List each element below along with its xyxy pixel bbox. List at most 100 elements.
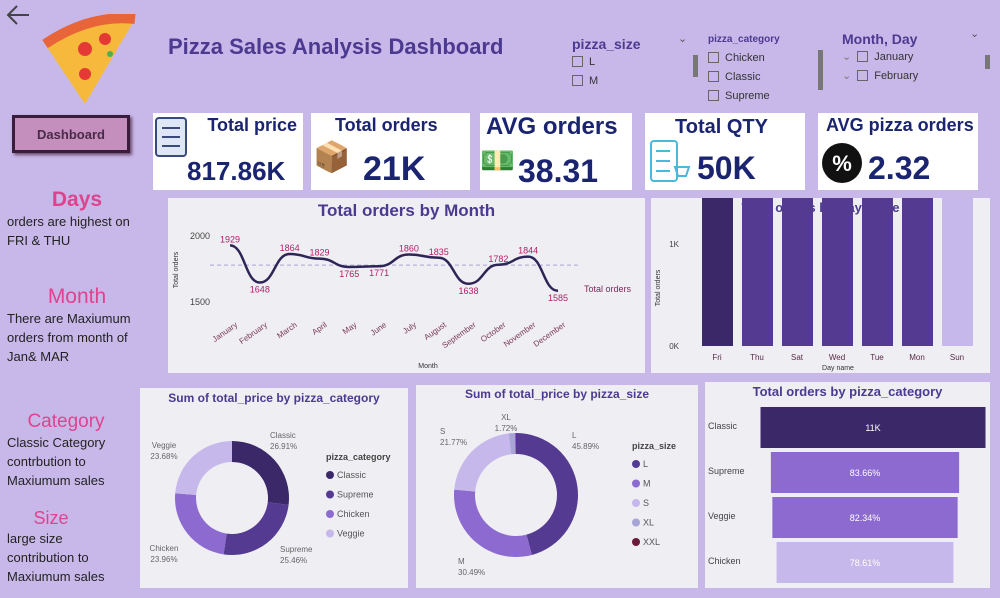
y-tick-label: 2000 xyxy=(190,231,210,241)
kpi-label: Total orders xyxy=(335,115,438,135)
data-label-value: 30.49% xyxy=(458,568,485,577)
donut-slice xyxy=(454,489,532,557)
donut-slice xyxy=(516,433,578,555)
orders-by-month-chart: Total orders by Month 2000 1500 Total orde… xyxy=(168,198,645,373)
kpi-label: AVG pizza orders xyxy=(826,115,974,135)
x-tick-label: Mon xyxy=(909,353,925,362)
slicer-item[interactable]: Classic xyxy=(708,67,818,86)
category-label: Chicken xyxy=(708,556,741,566)
funnel-bar xyxy=(772,497,958,538)
donut-slice xyxy=(515,433,516,455)
kpi-total-price: Total price 817.86K xyxy=(153,113,303,190)
chevron-down-icon[interactable]: ⌄ xyxy=(678,33,688,45)
arrow-left-icon xyxy=(6,5,29,25)
slicer-item[interactable]: L xyxy=(572,52,692,71)
legend-label: S xyxy=(643,498,649,508)
x-tick-label: February xyxy=(238,320,269,346)
slicer-item[interactable]: ⌄ February xyxy=(842,69,919,83)
kpi-avg-pizza-orders: % AVG pizza orders 2.32 xyxy=(818,113,978,190)
y-axis-label: Total orders xyxy=(655,269,662,306)
slicer-label: February xyxy=(874,69,919,82)
donut-slice xyxy=(232,441,289,505)
insight-heading: Days xyxy=(51,188,103,211)
x-tick-label: April xyxy=(310,320,328,337)
package-hand-icon: 📦 xyxy=(313,141,351,174)
checkbox[interactable] xyxy=(572,56,583,67)
donut-slice xyxy=(454,433,512,492)
bar xyxy=(742,198,773,346)
funnel-bar xyxy=(770,452,960,493)
data-label-value: 25.46% xyxy=(280,556,307,565)
kpi-value: 38.31 xyxy=(518,152,599,189)
checkbox[interactable] xyxy=(572,75,583,86)
legend-marker xyxy=(326,510,334,518)
checkbox[interactable] xyxy=(708,52,719,63)
slicer-title: pizza_size xyxy=(572,36,641,52)
legend-label: Chicken xyxy=(337,509,370,519)
data-label: 1585 xyxy=(548,293,568,303)
month-day-slicer[interactable]: Month, Day ⌄ January ⌄ February ⌄ xyxy=(842,28,982,85)
checkbox[interactable] xyxy=(857,70,869,81)
data-label: 11K xyxy=(865,423,880,433)
data-label: 1638 xyxy=(459,286,479,296)
kpi-value: 2.32 xyxy=(868,149,931,186)
checkbox[interactable] xyxy=(857,51,869,62)
legend-label: L xyxy=(643,459,648,469)
y-tick-label: 0K xyxy=(669,342,679,351)
back-button[interactable] xyxy=(5,3,33,27)
dashboard-button[interactable]: Dashboard xyxy=(12,115,130,153)
bar xyxy=(782,198,813,347)
y-tick-label: 1K xyxy=(669,240,679,249)
slicer-item[interactable]: ⌄ January xyxy=(842,50,914,64)
kpi-value: 50K xyxy=(697,149,756,186)
svg-text:%: % xyxy=(832,151,852,176)
scrollbar[interactable] xyxy=(693,55,698,77)
data-label: 82.34% xyxy=(850,513,881,523)
category-label: Classic xyxy=(708,421,738,431)
donut-slice xyxy=(175,493,227,555)
x-tick-label: Wed xyxy=(829,353,845,362)
kpi-label: Total QTY xyxy=(675,116,768,138)
insight-days: Days orders are highest on FRI & THU xyxy=(7,188,147,250)
kpi-label: AVG orders xyxy=(486,113,618,140)
insight-size: Size large size contribution to Maxiumum… xyxy=(7,508,125,586)
checkbox[interactable] xyxy=(708,71,719,82)
data-label-value: 21.77% xyxy=(440,438,467,447)
legend-marker xyxy=(326,529,334,538)
chevron-down-icon[interactable]: ⌄ xyxy=(970,28,980,40)
orders-by-day-chart: Total orders by Day name 0K1K2K3KTotal o… xyxy=(651,198,990,373)
x-tick-label: Sat xyxy=(791,353,804,362)
pizza-category-slicer[interactable]: pizza_category Chicken Classic Supreme xyxy=(708,34,818,105)
chart-title: Total orders by Day name xyxy=(741,200,900,215)
pizza-size-slicer[interactable]: pizza_size L M ⌄ xyxy=(572,33,692,90)
legend-marker xyxy=(632,460,640,468)
slicer-item[interactable]: Supreme xyxy=(708,86,818,105)
scrollbar[interactable] xyxy=(818,50,823,90)
funnel-bar xyxy=(776,542,954,583)
insight-text: Classic Category contrbution to Maxiumum… xyxy=(7,435,106,488)
data-label-category: S xyxy=(440,427,445,436)
insight-heading: Size xyxy=(33,508,69,528)
percent-badge-icon: % xyxy=(820,141,864,190)
slicer-label: Supreme xyxy=(725,89,770,102)
checkbox[interactable] xyxy=(708,90,719,101)
legend-label: XL xyxy=(643,518,654,528)
insight-text: orders are highest on FRI & THU xyxy=(7,214,130,248)
kpi-label: Total price xyxy=(207,115,297,135)
data-label: 1765 xyxy=(339,269,359,279)
data-label-category: M xyxy=(458,557,465,566)
chart-title: Sum of total_price by pizza_category xyxy=(168,391,380,405)
data-label: 78.61% xyxy=(850,558,881,568)
slicer-title: Month, Day xyxy=(842,31,918,47)
x-tick-label: Thu xyxy=(750,353,764,362)
data-label-category: Veggie xyxy=(152,441,177,450)
scrollbar[interactable] xyxy=(985,55,990,69)
slicer-label: Classic xyxy=(725,70,761,83)
kpi-value: 817.86K xyxy=(187,156,286,187)
slicer-item[interactable]: Chicken xyxy=(708,48,818,67)
x-axis-label: Month xyxy=(418,363,438,370)
series-line xyxy=(229,244,559,293)
insight-text: There are Maxiumum orders from month of … xyxy=(7,311,131,364)
slicer-item[interactable]: M xyxy=(572,71,692,90)
x-tick-label: January xyxy=(211,320,239,344)
